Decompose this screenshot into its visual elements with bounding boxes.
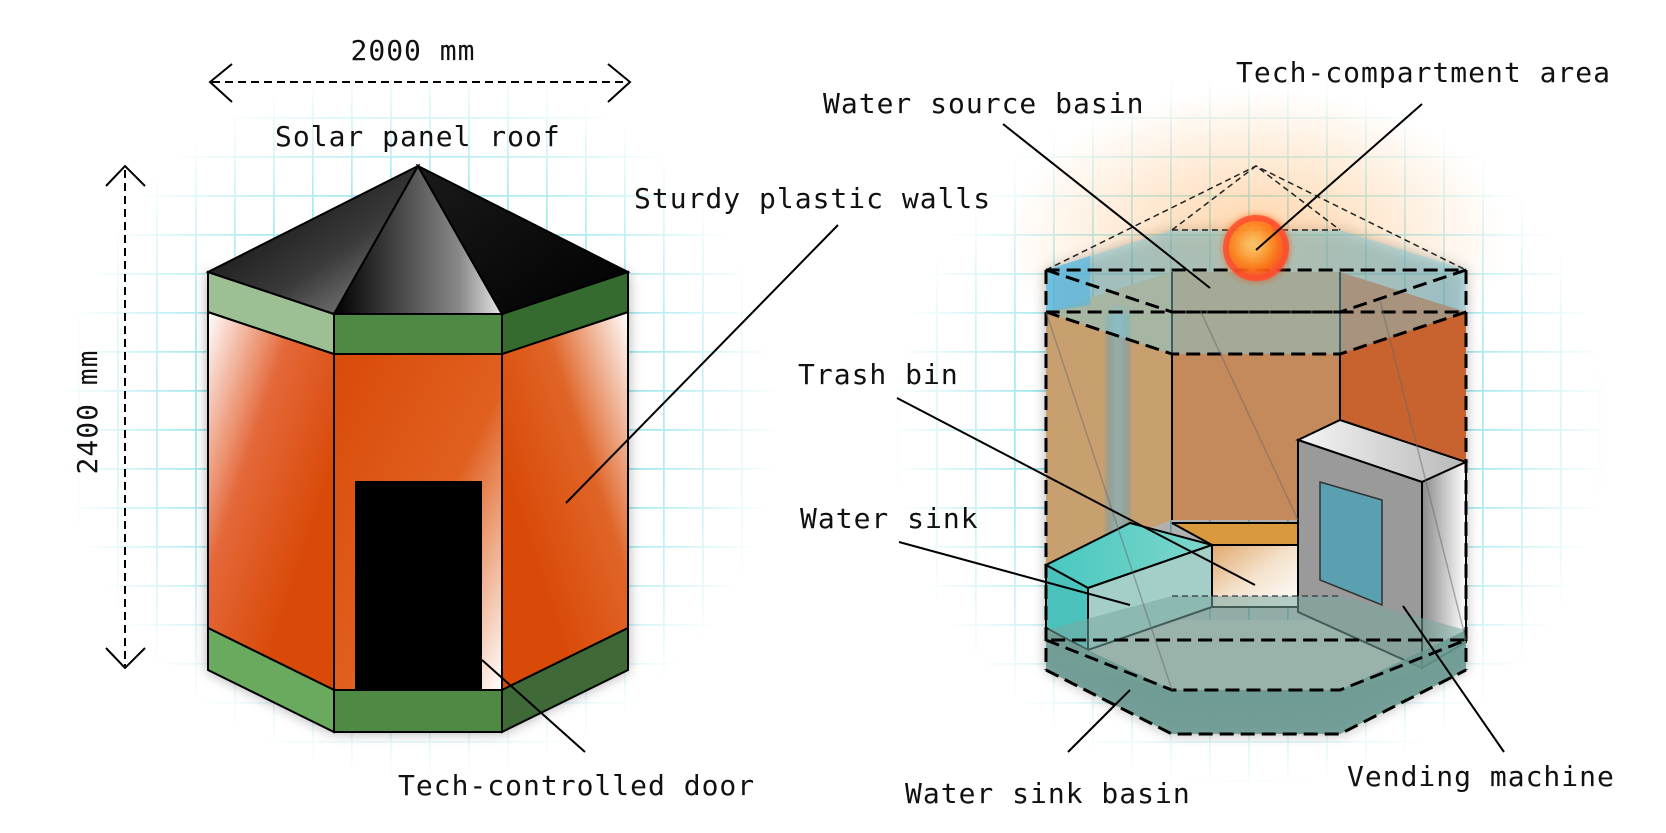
bottom-basin-dashed-outline — [1045, 638, 1467, 692]
vending-machine-screen — [1319, 481, 1383, 607]
water-sink-label: Water sink — [800, 502, 979, 535]
height-dimension-label: 2400 mm — [71, 349, 104, 474]
walls-leader-line — [565, 224, 839, 504]
interior-kiosk — [1006, 90, 1506, 736]
vending-machine-label: Vending machine — [1347, 760, 1615, 793]
roof-panel-right — [415, 163, 631, 316]
top-band-front — [333, 313, 503, 355]
water-sink-basin-label: Water sink basin — [905, 777, 1191, 810]
bottom-band-front — [333, 689, 503, 733]
exterior-kiosk — [205, 163, 631, 734]
tech-compartment-leader-line — [1255, 103, 1423, 251]
width-dimension-label: 2000 mm — [350, 34, 475, 67]
right-wall-panel — [501, 310, 629, 692]
sturdy-plastic-walls-label: Sturdy plastic walls — [634, 182, 991, 215]
water-source-basin-label: Water source basin — [823, 87, 1144, 120]
sink-basin-leader-line — [1067, 689, 1131, 753]
tech-compartment-marker — [1224, 216, 1288, 280]
width-dimension — [208, 63, 632, 103]
height-dimension — [105, 164, 146, 670]
water-sink-basin — [1046, 630, 1466, 734]
tech-controlled-door-label: Tech-controlled door — [398, 769, 755, 802]
vending-machine-leader-line — [1402, 605, 1505, 753]
door-leader-line — [481, 659, 586, 753]
tech-compartment-area-label: Tech-compartment area — [1236, 56, 1611, 89]
solar-panel-roof-label: Solar panel roof — [275, 120, 561, 153]
trash-bin-label: Trash bin — [798, 358, 959, 391]
water-source-basin — [1046, 230, 1466, 354]
trash-bin-leader-line — [896, 397, 1256, 586]
water-sink-leader-line — [898, 541, 1131, 606]
left-wall-panel — [207, 310, 335, 692]
tech-controlled-door — [355, 481, 482, 690]
water-sink-basin-inner — [1046, 596, 1466, 690]
water-pipe — [1107, 308, 1129, 548]
water-source-leader-line — [1002, 123, 1211, 289]
